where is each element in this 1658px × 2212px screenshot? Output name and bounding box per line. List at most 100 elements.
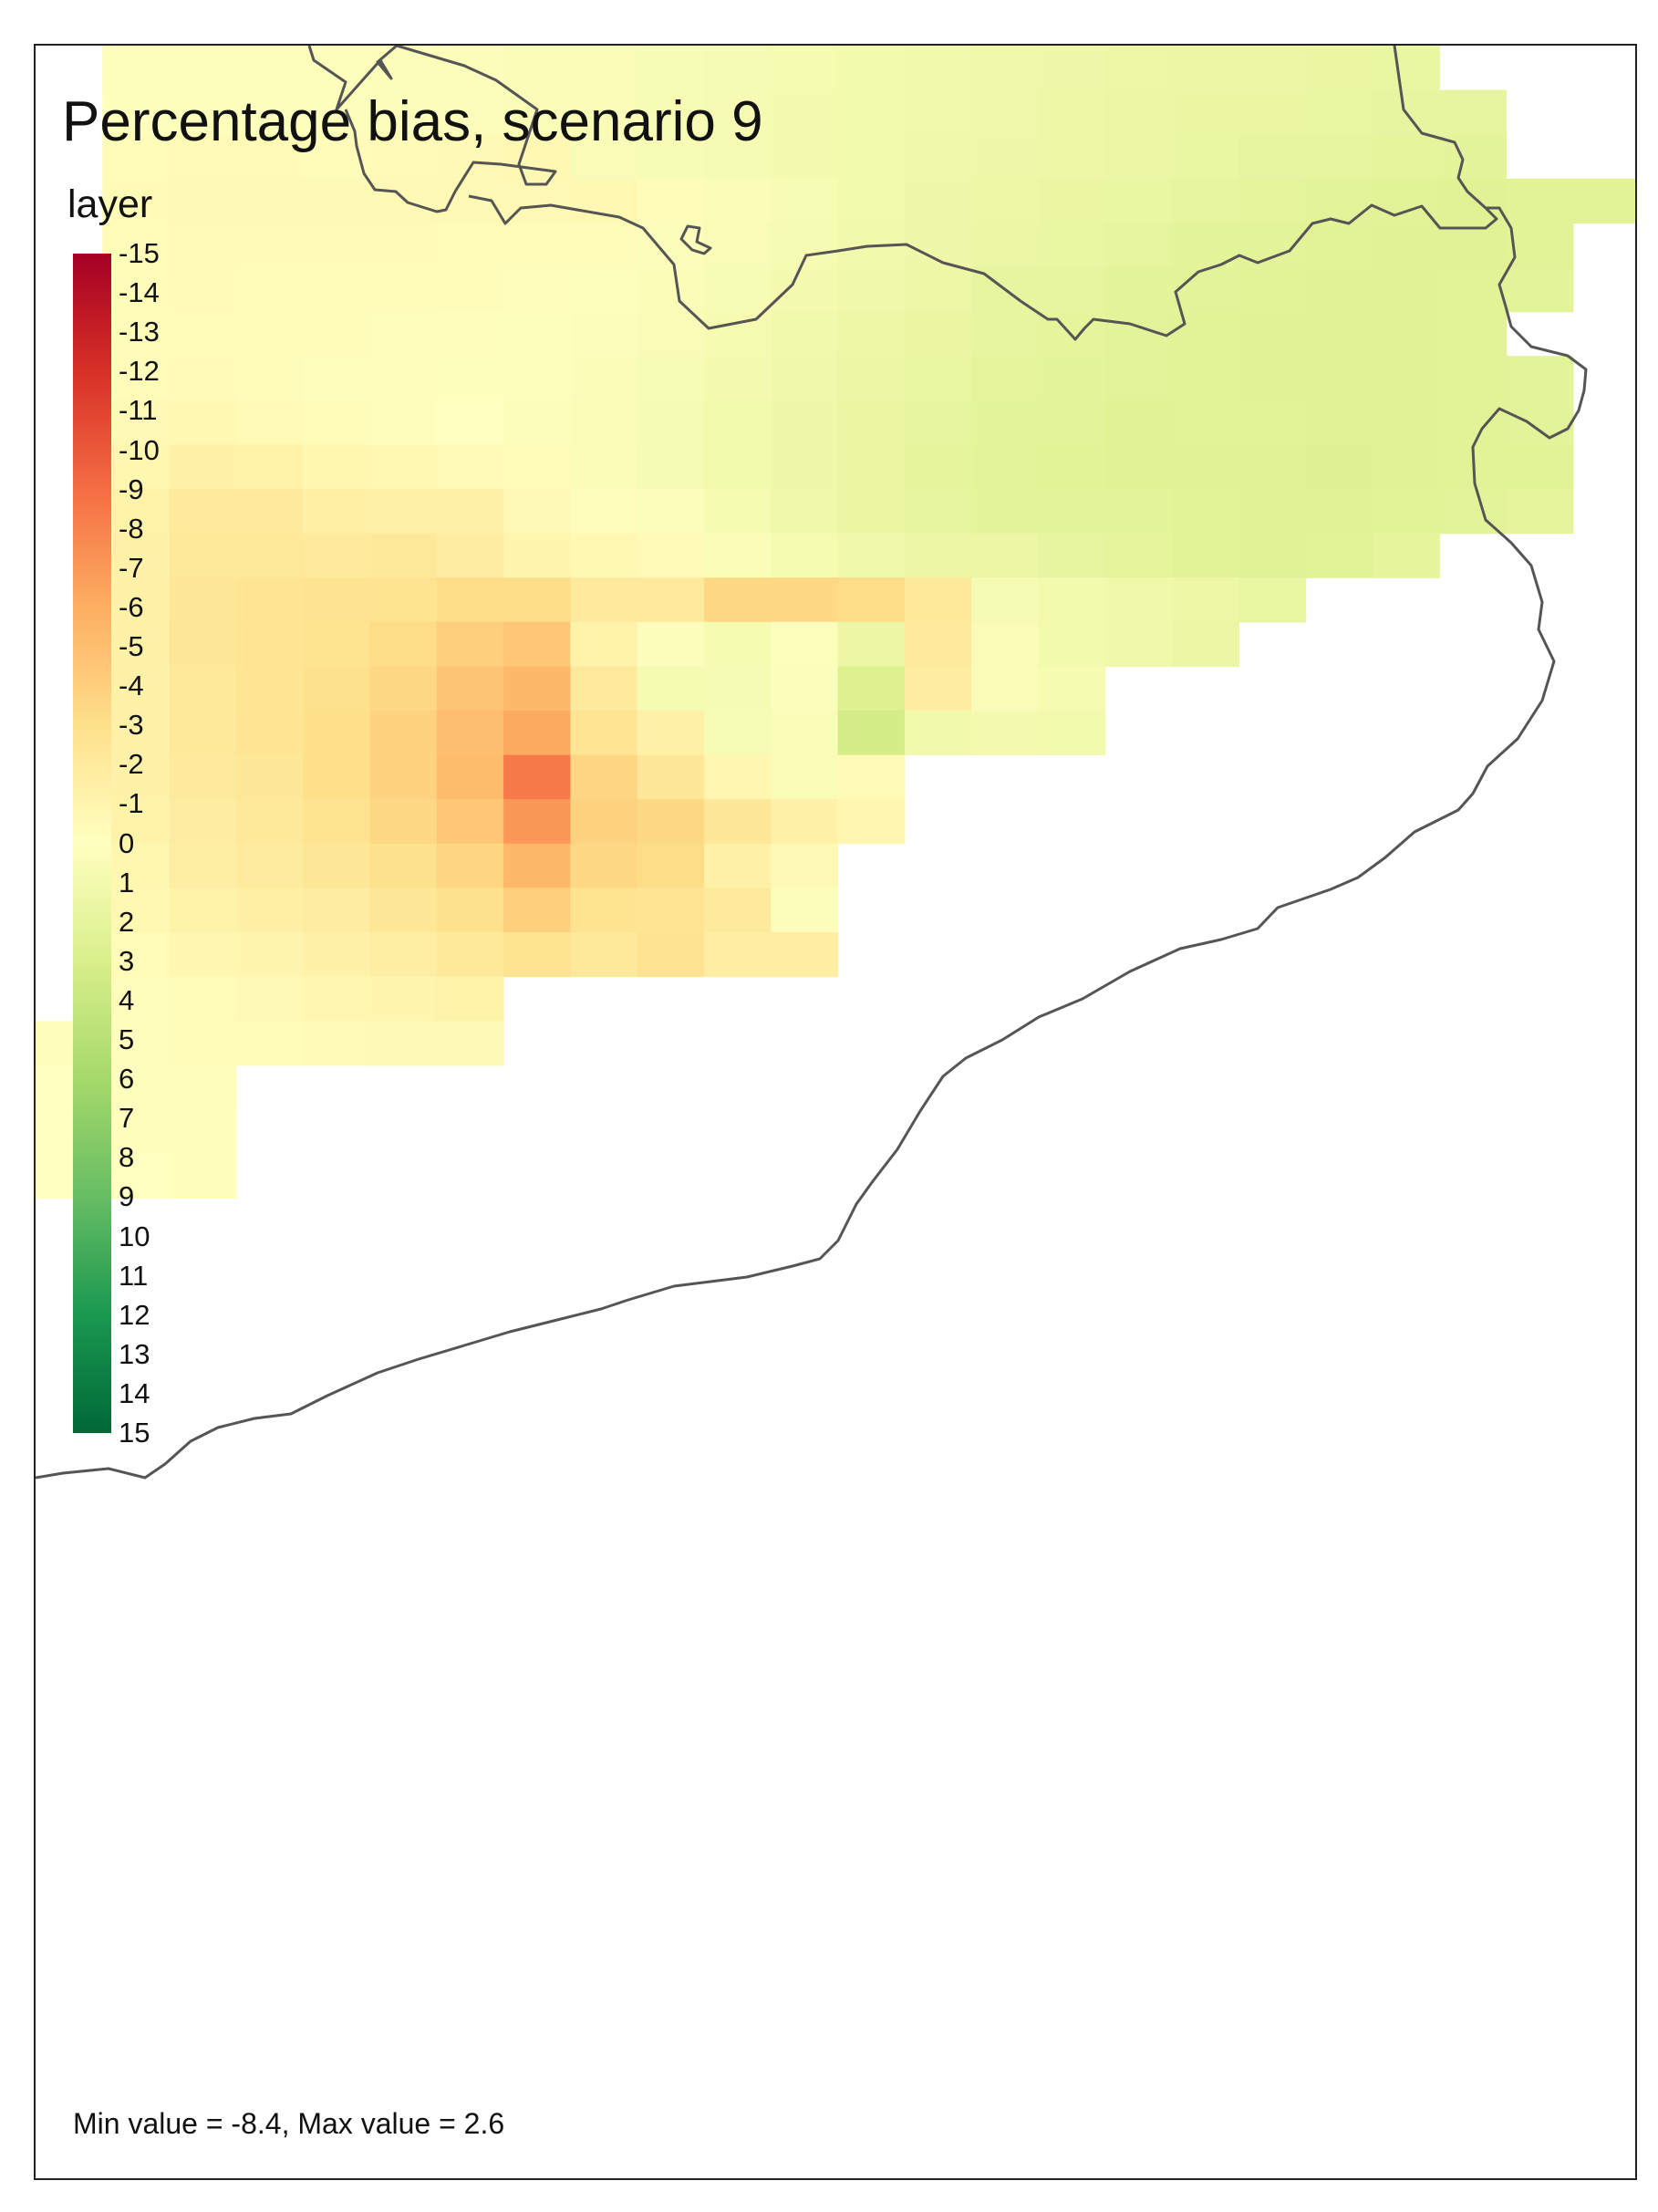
grid-cell	[837, 267, 906, 313]
grid-cell	[771, 267, 839, 313]
grid-cell	[704, 444, 772, 490]
grid-cell	[303, 976, 371, 1022]
grid-cell	[1373, 356, 1440, 401]
grid-cell	[704, 356, 772, 401]
legend-label: 14	[119, 1376, 150, 1409]
grid-cell	[637, 400, 705, 445]
grid-cell	[369, 223, 438, 268]
grid-cell	[235, 711, 304, 756]
grid-cell	[971, 134, 1040, 180]
grid-cell	[704, 888, 772, 933]
legend-label: -15	[119, 237, 160, 269]
grid-cell	[1305, 134, 1373, 180]
legend-label: -2	[119, 748, 144, 781]
grid-cell	[570, 356, 638, 401]
grid-cell	[570, 46, 638, 91]
grid-cell	[570, 621, 638, 667]
grid-cell	[704, 89, 772, 135]
grid-cell	[904, 311, 972, 357]
grid-cell	[904, 533, 972, 578]
grid-cell	[102, 799, 171, 845]
grid-cell	[1038, 400, 1106, 445]
grid-cell	[303, 444, 371, 490]
grid-cell	[1104, 444, 1173, 490]
legend-label: 11	[119, 1259, 149, 1292]
legend-label: 8	[119, 1141, 135, 1174]
coastline-mediterranean	[36, 206, 1588, 1480]
grid-cell	[1038, 444, 1106, 490]
grid-cell	[303, 711, 371, 756]
grid-cell	[1172, 400, 1239, 445]
grid-cell	[169, 976, 237, 1022]
grid-cell	[436, 400, 504, 445]
grid-cell	[1104, 267, 1173, 313]
grid-cell	[704, 799, 772, 845]
legend-labels: -15 -14 -13 -12 -11 -10 -9 -8 -7 -6 -5 -4 -3 -2 -1 0 1 2 3…	[119, 239, 192, 1448]
grid-cell	[971, 666, 1040, 711]
legend-label: 6	[119, 1063, 135, 1096]
grid-cell	[904, 267, 972, 313]
grid-cell	[637, 888, 705, 933]
grid-cell	[1104, 89, 1173, 135]
grid-cell	[971, 577, 1040, 623]
grid-cell	[1373, 46, 1440, 91]
map-frame	[34, 44, 1637, 2180]
grid-cell	[1439, 223, 1508, 268]
grid-cell	[235, 46, 304, 91]
grid-cell	[704, 46, 772, 91]
coastline-north-border	[307, 46, 1498, 341]
grid-cell	[704, 843, 772, 888]
grid-cell	[369, 267, 438, 313]
grid-cell	[570, 134, 638, 180]
grid-cell	[235, 666, 304, 711]
grid-cell	[303, 178, 371, 223]
grid-cell	[169, 1154, 237, 1199]
grid-cell	[704, 311, 772, 357]
grid-cell	[169, 89, 237, 135]
grid-cell	[1172, 356, 1239, 401]
grid-cell	[1038, 178, 1106, 223]
grid-cell	[503, 489, 571, 535]
grid-cell	[570, 489, 638, 535]
grid-cell	[303, 932, 371, 978]
grid-cell	[837, 799, 906, 845]
grid-cell	[704, 178, 772, 223]
grid-cell	[1238, 444, 1307, 490]
grid-cell	[102, 888, 171, 933]
grid-cell	[1373, 311, 1440, 357]
grid-cell	[102, 223, 171, 268]
grid-cell	[837, 621, 906, 667]
grid-cell	[1172, 621, 1239, 667]
grid-cell	[1038, 489, 1106, 535]
grid-cell	[971, 356, 1040, 401]
grid-cell	[570, 533, 638, 578]
grid-cell	[503, 444, 571, 490]
grid-cell	[102, 489, 171, 535]
grid-cell	[637, 621, 705, 667]
grid-cell	[570, 267, 638, 313]
grid-cell	[837, 577, 906, 623]
grid-cell	[1238, 223, 1307, 268]
grid-cell	[704, 223, 772, 268]
grid-cell	[637, 843, 705, 888]
grid-cell	[971, 178, 1040, 223]
grid-cell	[369, 400, 438, 445]
grid-cell	[102, 1109, 171, 1155]
grid-cell	[169, 311, 237, 357]
grid-cell	[436, 223, 504, 268]
grid-cell	[436, 888, 504, 933]
grid-cell	[704, 711, 772, 756]
grid-cell	[369, 932, 438, 978]
grid-cell	[771, 311, 839, 357]
grid-cell	[704, 489, 772, 535]
grid-cell	[971, 46, 1040, 91]
grid-cell	[303, 356, 371, 401]
legend-label: 4	[119, 983, 135, 1016]
grid-cell	[837, 754, 906, 800]
legend-label: 1	[119, 866, 135, 898]
grid-cell	[303, 400, 371, 445]
grid-cell	[1238, 89, 1307, 135]
grid-cell	[1038, 621, 1106, 667]
grid-cell	[102, 621, 171, 667]
grid-cell	[570, 754, 638, 800]
